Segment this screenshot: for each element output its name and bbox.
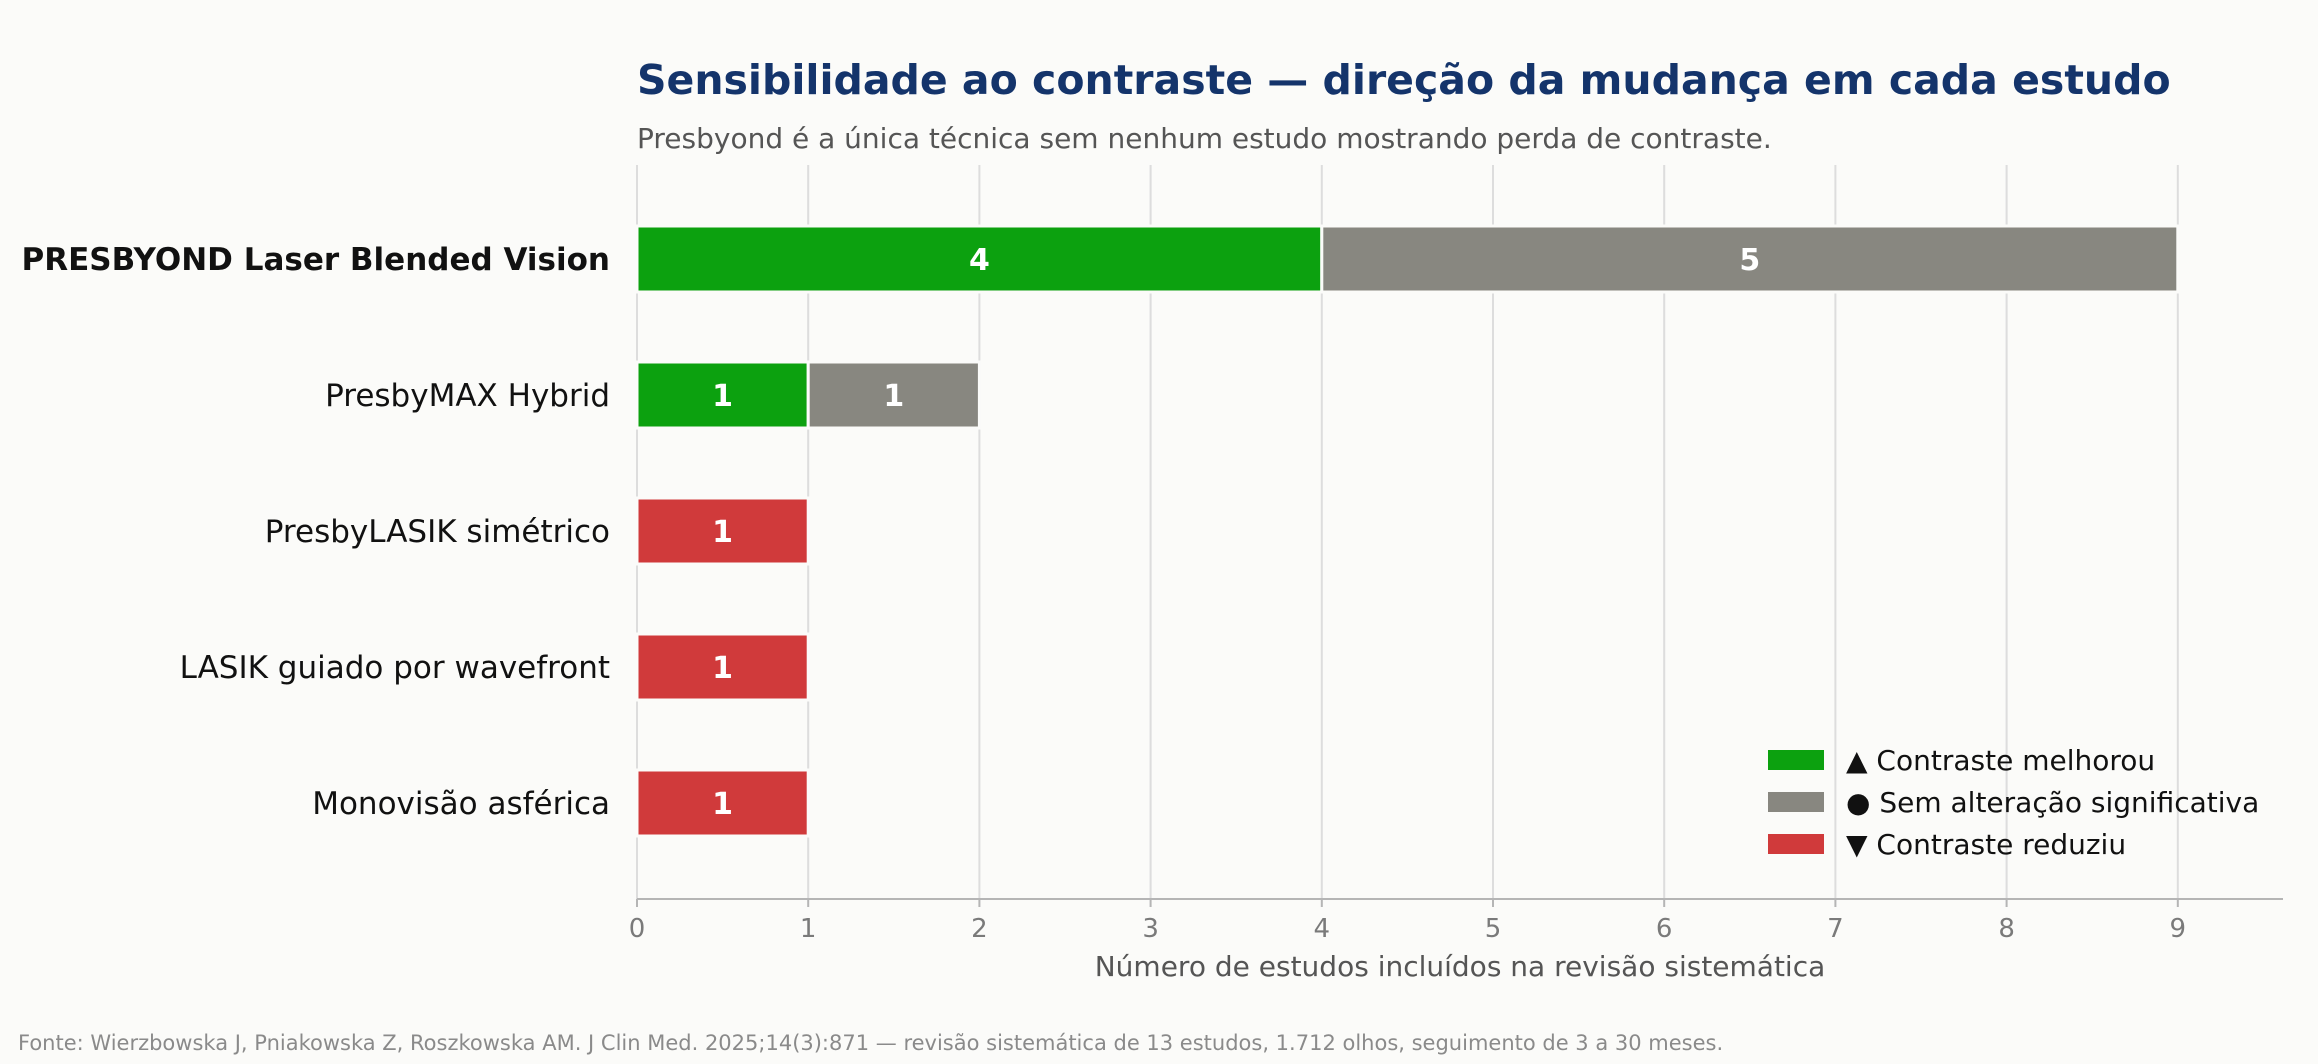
x-tick-label-2: 2 (971, 914, 988, 944)
x-tick-label-9: 9 (2170, 914, 2187, 944)
bar-value-label-1-1: 1 (883, 379, 904, 414)
legend-label-1: ● Sem alteração significativa (1846, 786, 2259, 819)
category-labels: PRESBYOND Laser Blended Vision PresbyMAX … (22, 242, 611, 822)
x-axis-label: Número de estudos incluídos na revisão s… (1095, 950, 1826, 983)
source-note: Fonte: Wierzbowska J, Pniakowska Z, Rosz… (18, 1031, 1723, 1055)
bar-value-label-0-0: 4 (969, 243, 990, 278)
legend-label-0: ▲ Contraste melhorou (1846, 744, 2155, 777)
x-tick-labels: 0 1 2 3 4 5 6 7 8 9 (629, 899, 2186, 944)
x-tick-label-0: 0 (629, 914, 646, 944)
bar-3-2 (635, 632, 810, 702)
bar-value-label-2-2: 1 (712, 515, 733, 550)
legend-swatch-0 (1768, 750, 1824, 770)
chart-subtitle: Presbyond é a única técnica sem nenhum e… (637, 122, 1772, 155)
category-label-2: PresbyLASIK simétrico (265, 514, 610, 550)
category-label-1: PresbyMAX Hybrid (325, 378, 610, 414)
bar-value-label-1-0: 1 (712, 379, 733, 414)
category-label-4: Monovisão asférica (312, 786, 610, 822)
x-tick-label-3: 3 (1142, 914, 1159, 944)
x-tick-label-5: 5 (1485, 914, 1502, 944)
chart-title: Sensibilidade ao contraste — direção da … (637, 56, 2171, 104)
bars: 4 5 1 1 1 1 1 (635, 224, 2180, 838)
bar-value-label-0-1: 5 (1739, 243, 1760, 278)
bar-1-1 (806, 360, 981, 430)
x-tick-label-7: 7 (1827, 914, 1844, 944)
bar-1-0 (635, 360, 810, 430)
legend-swatch-1 (1768, 792, 1824, 812)
legend: ▲ Contraste melhorou ● Sem alteração sign… (1768, 744, 2259, 861)
bar-2-2 (635, 496, 810, 566)
legend-label-2: ▼ Contraste reduziu (1846, 828, 2126, 861)
x-tick-label-4: 4 (1314, 914, 1331, 944)
x-tick-label-1: 1 (800, 914, 817, 944)
x-tick-label-8: 8 (1998, 914, 2015, 944)
legend-swatch-2 (1768, 834, 1824, 854)
bar-0-1 (1320, 224, 2180, 294)
bar-value-label-4-2: 1 (712, 787, 733, 822)
bar-4-2 (635, 768, 810, 838)
x-tick-label-6: 6 (1656, 914, 1673, 944)
category-label-3: LASIK guiado por wavefront (180, 650, 610, 686)
bar-value-label-3-2: 1 (712, 651, 733, 686)
category-label-0: PRESBYOND Laser Blended Vision (22, 242, 611, 278)
